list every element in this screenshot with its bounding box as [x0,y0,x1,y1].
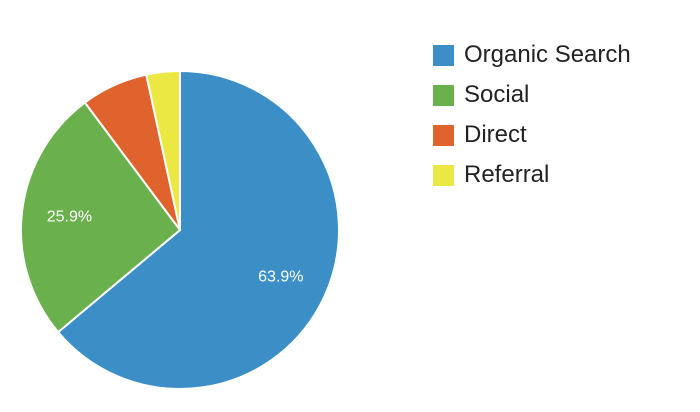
pie-slice-social [20,101,182,334]
legend-label-social: Social [464,81,530,108]
legend-label-referral: Referral [464,161,550,188]
slice-label-social: 25.9% [47,208,92,225]
pie-slice-referral [145,69,181,231]
legend-item-referral: Referral [433,163,631,187]
slice-label-organic-search: 63.9% [258,268,303,285]
chart-legend: Organic Search Social Direct Referral [433,43,631,187]
legend-label-direct: Direct [464,121,527,148]
pie-chart-canvas: 63.9% 25.9% [20,69,340,390]
legend-item-direct: Direct [433,123,631,147]
legend-item-social: Social [433,83,631,107]
pie-slices [20,69,340,390]
pie-slice-labels: 63.9% 25.9% [47,208,304,285]
legend-item-organic-search: Organic Search [433,43,631,67]
pie-slice-organic-search [56,69,340,390]
legend-swatch-direct [433,124,454,146]
legend-swatch-organic-search [433,44,454,66]
legend-swatch-referral [433,164,454,186]
legend-swatch-social [433,84,454,106]
legend-label-organic-search: Organic Search [464,41,631,68]
